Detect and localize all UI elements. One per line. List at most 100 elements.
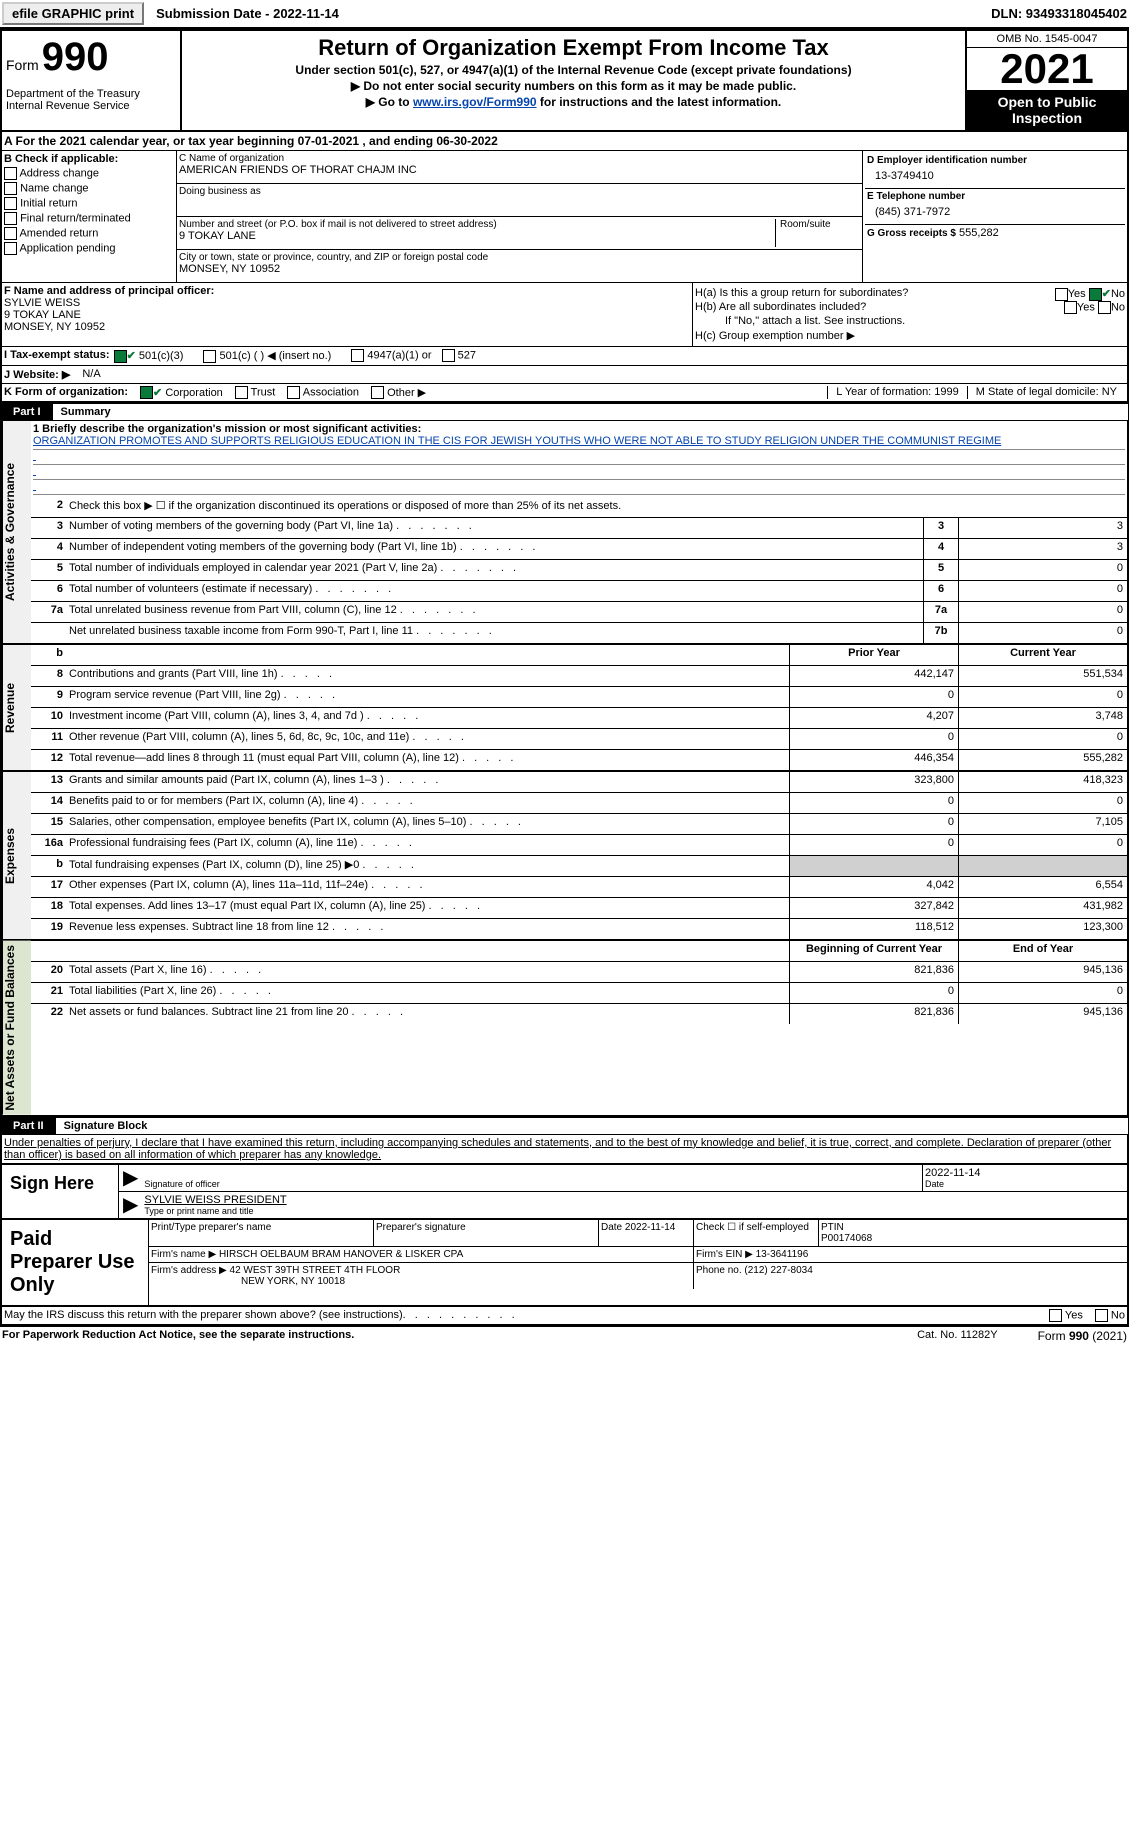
sign-date-label: Date xyxy=(925,1179,1125,1189)
discuss-row: May the IRS discuss this return with the… xyxy=(0,1307,1129,1326)
room-label: Room/suite xyxy=(780,219,860,230)
section-fh: F Name and address of principal officer:… xyxy=(0,283,1129,347)
sign-block: Sign Here ▶ Signature of officer 2022-11… xyxy=(0,1163,1129,1220)
table-row: 22Net assets or fund balances. Subtract … xyxy=(31,1004,1127,1024)
org-name-label: C Name of organization xyxy=(179,153,860,164)
sign-arrow-2: ▶ xyxy=(119,1192,142,1218)
firm-name: HIRSCH OELBAUM BRAM HANOVER & LISKER CPA xyxy=(219,1249,463,1260)
table-row: 13Grants and similar amounts paid (Part … xyxy=(31,772,1127,793)
firm-name-label: Firm's name ▶ xyxy=(151,1249,216,1260)
preparer-left: Paid Preparer Use Only xyxy=(2,1220,149,1305)
row-j-label: J Website: ▶ xyxy=(4,368,70,381)
footer: For Paperwork Reduction Act Notice, see … xyxy=(0,1326,1129,1345)
chk-assoc[interactable]: Association xyxy=(287,386,359,400)
firm-addr1: 42 WEST 39TH STREET 4TH FLOOR xyxy=(230,1265,401,1276)
table-row: 19Revenue less expenses. Subtract line 1… xyxy=(31,919,1127,939)
sign-name: SYLVIE WEISS PRESIDENT xyxy=(144,1194,1125,1206)
part1-header: Part I Summary xyxy=(0,403,1129,421)
form-prefix: Form xyxy=(6,57,39,73)
chk-name-change[interactable]: Name change xyxy=(4,182,174,195)
chk-other[interactable]: Other ▶ xyxy=(371,386,426,400)
row-a-tax-year: A For the 2021 calendar year, or tax yea… xyxy=(0,132,1129,151)
discuss-yes[interactable]: Yes xyxy=(1049,1309,1083,1322)
tax-year: 2021 xyxy=(967,48,1127,90)
table-row: 18Total expenses. Add lines 13–17 (must … xyxy=(31,898,1127,919)
col-c-org-info: C Name of organization AMERICAN FRIENDS … xyxy=(177,151,863,282)
firm-ein: 13-3641196 xyxy=(756,1249,809,1260)
chk-4947[interactable]: 4947(a)(1) or xyxy=(351,349,431,363)
officer-label: F Name and address of principal officer: xyxy=(4,285,690,297)
officer-addr1: 9 TOKAY LANE xyxy=(4,309,690,321)
addr-label: Number and street (or P.O. box if mail i… xyxy=(179,219,775,230)
declaration: Under penalties of perjury, I declare th… xyxy=(0,1135,1129,1163)
sign-here: Sign Here xyxy=(2,1165,119,1218)
chk-501c3[interactable]: ✔ 501(c)(3) xyxy=(114,349,184,363)
gross-receipts: 555,282 xyxy=(959,227,999,239)
hb-line: H(b) Are all subordinates included? Yes … xyxy=(695,301,1125,313)
prep-date: 2022-11-14 xyxy=(625,1222,675,1233)
row-l-year: L Year of formation: 1999 xyxy=(827,386,967,400)
dln: DLN: 93493318045402 xyxy=(991,6,1127,21)
top-bar: efile GRAPHIC print Submission Date - 20… xyxy=(0,0,1129,29)
tab-expenses: Expenses xyxy=(2,772,31,939)
table-row: 15Salaries, other compensation, employee… xyxy=(31,814,1127,835)
summary-exp: Expenses 13Grants and similar amounts pa… xyxy=(0,772,1129,941)
open-to-public: Open to Public Inspection xyxy=(967,90,1127,130)
chk-trust[interactable]: Trust xyxy=(235,386,276,400)
discuss-no[interactable]: No xyxy=(1095,1309,1125,1322)
chk-501c[interactable]: 501(c) ( ) ◀ (insert no.) xyxy=(203,349,331,363)
sign-arrow-1: ▶ xyxy=(119,1165,142,1191)
prep-self-emp[interactable]: Check ☐ if self-employed xyxy=(696,1222,809,1233)
header-center: Return of Organization Exempt From Incom… xyxy=(182,31,965,130)
col-b-checkboxes: B Check if applicable: Address change Na… xyxy=(2,151,177,282)
mission-blank3 xyxy=(33,480,1125,495)
dept-treasury: Department of the Treasury Internal Reve… xyxy=(6,88,176,112)
firm-phone: (212) 227-8034 xyxy=(744,1265,812,1276)
mission-blank1 xyxy=(33,450,1125,465)
firm-addr2: NEW YORK, NY 10018 xyxy=(151,1276,345,1287)
irs-link[interactable]: www.irs.gov/Form990 xyxy=(413,95,537,109)
chk-address-change[interactable]: Address change xyxy=(4,167,174,180)
chk-final-return[interactable]: Final return/terminated xyxy=(4,212,174,225)
line2: Check this box ▶ ☐ if the organization d… xyxy=(67,497,1127,517)
col-h-group: H(a) Is this a group return for subordin… xyxy=(693,283,1127,346)
form-ref: Form 990 (2021) xyxy=(1038,1329,1127,1343)
row-m-state: M State of legal domicile: NY xyxy=(967,386,1125,400)
chk-amended[interactable]: Amended return xyxy=(4,227,174,240)
table-row: 7aTotal unrelated business revenue from … xyxy=(31,602,1127,623)
table-row: 8Contributions and grants (Part VIII, li… xyxy=(31,666,1127,687)
discuss-text: May the IRS discuss this return with the… xyxy=(4,1309,403,1322)
chk-app-pending[interactable]: Application pending xyxy=(4,242,174,255)
table-row: 14Benefits paid to or for members (Part … xyxy=(31,793,1127,814)
officer-name: SYLVIE WEISS xyxy=(4,297,690,309)
sign-date: 2022-11-14 xyxy=(925,1167,1125,1179)
preparer-block: Paid Preparer Use Only Print/Type prepar… xyxy=(0,1220,1129,1307)
summary-gov: Activities & Governance 1 Briefly descri… xyxy=(0,421,1129,645)
efile-print-button[interactable]: efile GRAPHIC print xyxy=(2,2,144,25)
row-i-label: I Tax-exempt status: xyxy=(4,349,110,363)
chk-corp[interactable]: ✔ Corporation xyxy=(140,386,223,400)
gross-label: G Gross receipts $ xyxy=(867,228,956,239)
chk-initial-return[interactable]: Initial return xyxy=(4,197,174,210)
form-title: Return of Organization Exempt From Incom… xyxy=(186,35,961,61)
chk-527[interactable]: 527 xyxy=(442,349,476,363)
form-subtitle-3: ▶ Go to www.irs.gov/Form990 for instruct… xyxy=(186,95,961,109)
tab-revenue: Revenue xyxy=(2,645,31,770)
current-year-hdr: Current Year xyxy=(958,645,1127,665)
table-row: 12Total revenue—add lines 8 through 11 (… xyxy=(31,750,1127,770)
part1-tag: Part I xyxy=(1,404,53,420)
eoy-hdr: End of Year xyxy=(958,941,1127,961)
row-k-label: K Form of organization: xyxy=(4,386,128,400)
table-row: 6Total number of volunteers (estimate if… xyxy=(31,581,1127,602)
part2-tag: Part II xyxy=(1,1118,56,1134)
col-d-ein-tel: D Employer identification number 13-3749… xyxy=(863,151,1127,282)
summary-na: Net Assets or Fund Balances Beginning of… xyxy=(0,941,1129,1117)
firm-ein-label: Firm's EIN ▶ xyxy=(696,1249,753,1260)
officer-addr2: MONSEY, NY 10952 xyxy=(4,321,690,333)
table-row: 9Program service revenue (Part VIII, lin… xyxy=(31,687,1127,708)
table-row: 3Number of voting members of the governi… xyxy=(31,518,1127,539)
col-b-header: B Check if applicable: xyxy=(4,153,174,165)
mission-blank2 xyxy=(33,465,1125,480)
table-row: 21Total liabilities (Part X, line 26) . … xyxy=(31,983,1127,1004)
header-right: OMB No. 1545-0047 2021 Open to Public In… xyxy=(965,31,1127,130)
